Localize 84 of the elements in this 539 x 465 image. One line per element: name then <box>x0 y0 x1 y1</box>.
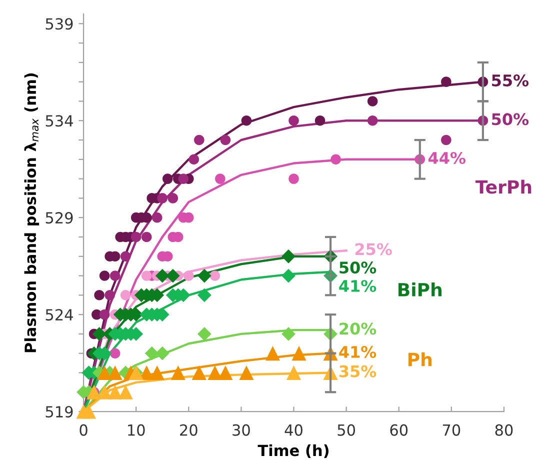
y-tick-label: 529 <box>46 212 73 224</box>
point <box>441 76 452 87</box>
point <box>118 384 133 400</box>
point <box>155 268 170 283</box>
point <box>288 115 299 126</box>
series-label: 20% <box>340 322 376 335</box>
point <box>197 327 212 341</box>
point <box>110 348 120 358</box>
point <box>215 174 226 184</box>
annotation: BiPh <box>398 282 442 296</box>
point <box>99 270 110 281</box>
point <box>282 327 296 341</box>
point <box>99 309 110 320</box>
point <box>286 365 302 380</box>
point <box>218 365 233 380</box>
point <box>367 96 378 106</box>
point <box>144 346 159 360</box>
point <box>120 251 131 262</box>
point <box>282 268 296 283</box>
point <box>108 384 122 400</box>
point <box>141 270 152 281</box>
series-label: 41% <box>339 346 376 358</box>
point <box>92 327 106 341</box>
point <box>110 270 120 281</box>
series-label: 44% <box>428 152 466 164</box>
point <box>168 193 178 204</box>
y-tick-label: 524 <box>46 309 73 321</box>
point <box>241 115 252 126</box>
x-tick-label: 80 <box>495 424 513 436</box>
point <box>155 346 170 360</box>
point <box>162 174 173 184</box>
point <box>166 268 180 283</box>
x-tick-label: 50 <box>338 424 356 436</box>
point <box>197 288 212 302</box>
point <box>82 404 96 419</box>
point <box>330 154 341 165</box>
point <box>184 270 194 281</box>
point <box>288 174 299 184</box>
x-tick-label: 20 <box>180 424 198 436</box>
point <box>157 193 168 204</box>
point <box>104 290 115 300</box>
point <box>141 232 152 242</box>
annotation: TerPh <box>475 180 532 194</box>
series-label: 41% <box>339 280 376 292</box>
point <box>239 365 254 380</box>
y-axis-title: Plasmon band position λ$_{max}$ (nm) <box>24 73 40 352</box>
point <box>130 232 142 242</box>
series-label: 35% <box>339 365 376 378</box>
x-tick-label: 40 <box>284 424 302 436</box>
point <box>314 115 326 126</box>
point <box>94 290 104 300</box>
point <box>152 212 162 223</box>
y-tick-label: 539 <box>46 18 73 30</box>
x-tick-label: 10 <box>128 424 145 436</box>
point <box>265 346 280 361</box>
x-tick-label: 0 <box>80 424 88 436</box>
series-label: 50% <box>340 262 376 274</box>
x-axis-title: Time (h) <box>258 444 328 458</box>
y-tick-label: 534 <box>46 115 73 127</box>
point <box>150 365 164 380</box>
point <box>441 134 452 146</box>
point <box>188 154 200 165</box>
annotation: Ph <box>408 352 432 366</box>
point <box>367 115 378 126</box>
x-tick-label: 30 <box>232 424 250 436</box>
point <box>178 174 189 184</box>
point <box>220 134 231 146</box>
point <box>194 134 204 146</box>
x-tick-label: 70 <box>442 424 460 436</box>
y-tick-label: 519 <box>46 406 73 418</box>
series-label: 25% <box>355 243 392 256</box>
x-tick-label: 60 <box>390 424 408 436</box>
series-label: 50% <box>492 113 529 126</box>
point <box>108 365 122 380</box>
point <box>170 365 186 380</box>
point <box>210 270 220 281</box>
point <box>192 365 206 380</box>
point <box>120 290 131 300</box>
point <box>97 365 112 380</box>
point <box>197 268 212 283</box>
point <box>282 249 296 264</box>
point <box>97 384 112 400</box>
series-label: 55% <box>492 74 529 86</box>
point <box>292 346 306 361</box>
